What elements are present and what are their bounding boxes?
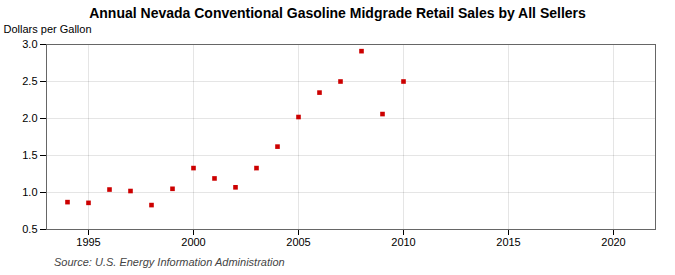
svg-text:2015: 2015 xyxy=(496,236,520,248)
html-text:Annual Nevada Conventional Gas: Annual Nevada Conventional Gasoline Midg… xyxy=(89,5,586,21)
svg-text:2.5: 2.5 xyxy=(22,75,37,87)
svg-text:1.0: 1.0 xyxy=(22,186,37,198)
html-text:Source: U.S. Energy Informatio: Source: U.S. Energy Information Administ… xyxy=(54,256,285,268)
svg-text:1995: 1995 xyxy=(76,236,100,248)
svg-text:2.0: 2.0 xyxy=(22,112,37,124)
svg-text:3.0: 3.0 xyxy=(22,38,37,50)
svg-text:0.5: 0.5 xyxy=(22,223,37,235)
svg-text:2000: 2000 xyxy=(181,236,205,248)
svg-text:2005: 2005 xyxy=(286,236,310,248)
svg-text:2010: 2010 xyxy=(391,236,415,248)
svg-text:1.5: 1.5 xyxy=(22,149,37,161)
svg-text:Dollars per Gallon: Dollars per Gallon xyxy=(4,23,92,35)
svg-text:2020: 2020 xyxy=(601,236,625,248)
